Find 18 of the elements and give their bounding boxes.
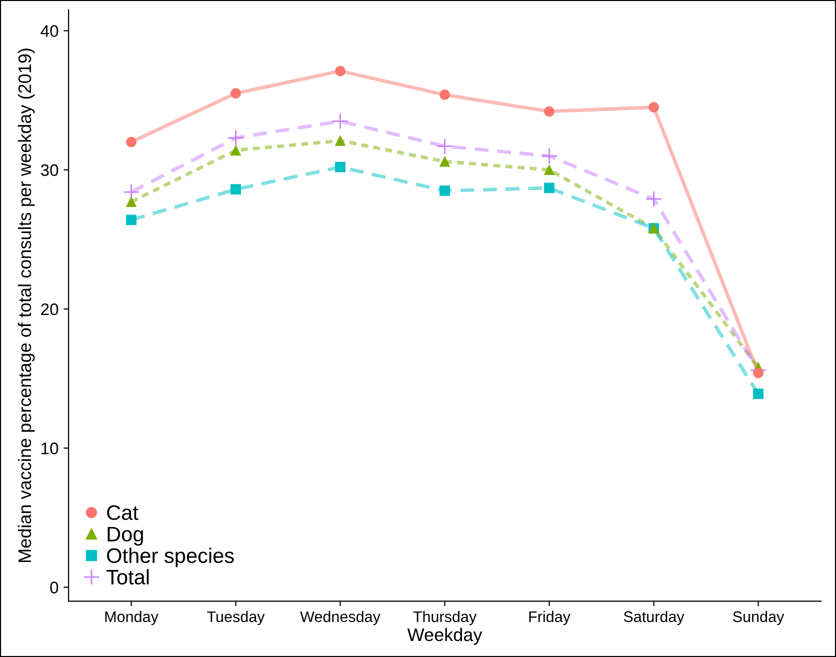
legend-label: Dog [108, 526, 143, 546]
x-axis-title: Weekday [407, 628, 482, 645]
x-tick-label: Wednesday [300, 610, 380, 626]
y-tick-label: 20 [41, 303, 58, 316]
x-tick-label: Saturday [624, 610, 684, 626]
legend-label: Cat [107, 505, 138, 520]
x-tick-label: Tuesday [207, 610, 265, 626]
x-tick-label: Thursday [413, 610, 477, 626]
y-tick-label: 10 [42, 442, 58, 454]
y-tick-label: 0 [50, 582, 58, 594]
x-tick-label: Monday [105, 610, 158, 626]
x-tick-label: Sunday [733, 610, 784, 626]
legend-label: Other species [107, 548, 234, 568]
y-tick-label: 30 [40, 164, 58, 176]
x-tick-label: Friday [529, 610, 570, 626]
y-axis-title: Median vaccine percentage of total consults per weekday (2019) [18, 48, 35, 562]
legend-label: Total [106, 569, 149, 585]
y-tick-label: 40 [40, 25, 58, 37]
